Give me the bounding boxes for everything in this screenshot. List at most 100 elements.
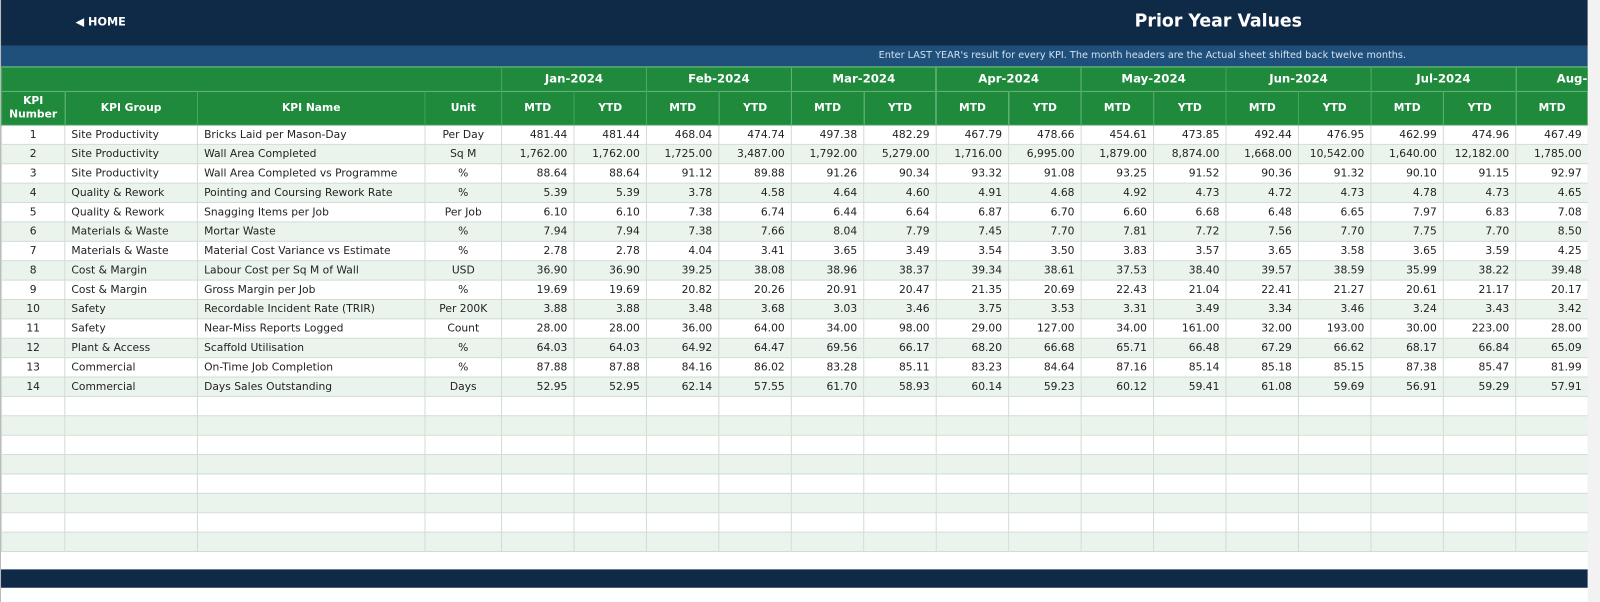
kpi-value: 20.61	[1370, 279, 1444, 300]
kpi-value: 3.43	[1442, 298, 1517, 320]
period-header: MTD	[935, 90, 1010, 126]
kpi-value: 1,762.00	[501, 143, 575, 165]
kpi-value: 6.68	[1153, 202, 1227, 223]
kpi-value: 3.31	[1080, 298, 1155, 320]
kpi-value: 3.03	[790, 298, 865, 320]
period-header: MTD	[1370, 90, 1444, 126]
empty-cell	[64, 531, 198, 553]
kpi-value: 4.91	[935, 182, 1010, 204]
kpi-group: Safety	[64, 298, 198, 320]
home-label[interactable]: HOME	[88, 15, 126, 29]
kpi-name: On-Time Job Completion	[196, 357, 426, 378]
empty-row	[1, 415, 1588, 436]
empty-cell	[1370, 512, 1444, 533]
empty-cell	[424, 512, 503, 533]
kpi-value: 28.00	[1515, 318, 1588, 339]
kpi-value: 3.88	[573, 298, 647, 320]
empty-cell	[790, 512, 865, 533]
empty-cell	[1008, 415, 1082, 436]
empty-cell	[64, 473, 198, 494]
home-button[interactable]: ◀ HOME	[75, 15, 126, 29]
kpi-value: 6.64	[863, 202, 937, 223]
empty-cell	[573, 531, 647, 553]
kpi-value: 28.00	[501, 318, 575, 339]
kpi-value: 7.45	[935, 221, 1010, 242]
empty-cell	[1297, 434, 1372, 456]
kpi-value: 4.73	[1297, 182, 1372, 204]
empty-cell	[424, 395, 503, 417]
column-header: Unit	[424, 90, 503, 126]
period-header: YTD	[718, 90, 792, 126]
kpi-value: 8.04	[790, 221, 865, 242]
empty-cell	[501, 395, 575, 417]
kpi-number: 5	[1, 202, 66, 223]
kpi-value: 68.20	[935, 337, 1010, 359]
empty-cell	[64, 454, 198, 475]
empty-cell	[1370, 395, 1444, 417]
kpi-value: 87.88	[573, 357, 647, 378]
empty-cell	[1370, 531, 1444, 553]
kpi-value: 6.65	[1297, 202, 1372, 223]
empty-cell	[1153, 473, 1227, 494]
empty-cell	[645, 434, 720, 456]
kpi-value: 3.46	[1297, 298, 1372, 320]
kpi-value: 30.00	[1370, 318, 1444, 339]
kpi-value: 69.56	[790, 337, 865, 359]
empty-cell	[718, 531, 792, 553]
kpi-number: 2	[1, 143, 66, 165]
kpi-value: 90.34	[863, 163, 937, 184]
kpi-row: 1 Site Productivity Bricks Laid per Mason-…	[1, 124, 1588, 145]
kpi-value: 64.03	[573, 337, 647, 359]
kpi-value: 98.00	[863, 318, 937, 339]
kpi-row: 10 Safety Recordable Incident Rate (TRIR) P…	[1, 298, 1588, 320]
kpi-value: 38.40	[1153, 260, 1227, 281]
empty-cell	[1008, 395, 1082, 417]
kpi-value: 7.38	[645, 202, 720, 223]
kpi-unit: %	[424, 337, 503, 359]
kpi-value: 3,487.00	[718, 143, 792, 165]
kpi-value: 3.88	[501, 298, 575, 320]
kpi-value: 88.64	[573, 163, 647, 184]
kpi-value: 20.26	[718, 279, 792, 300]
kpi-value: 3.53	[1008, 298, 1082, 320]
empty-cell	[196, 434, 426, 456]
kpi-value: 468.04	[645, 124, 720, 145]
kpi-value: 1,640.00	[1370, 143, 1444, 165]
kpi-value: 3.50	[1008, 240, 1082, 262]
kpi-value: 7.70	[1297, 221, 1372, 242]
empty-cell	[1153, 531, 1227, 553]
kpi-value: 3.48	[645, 298, 720, 320]
kpi-value: 19.69	[501, 279, 575, 300]
kpi-value: 7.70	[1442, 221, 1517, 242]
kpi-value: 7.70	[1008, 221, 1082, 242]
kpi-value: 20.17	[1515, 279, 1588, 300]
empty-cell	[718, 473, 792, 494]
kpi-value: 91.12	[645, 163, 720, 184]
empty-cell	[1442, 492, 1517, 514]
empty-cell	[1297, 454, 1372, 475]
kpi-value: 482.29	[863, 124, 937, 145]
kpi-row: 5 Quality & Rework Snagging Items per Job P…	[1, 202, 1588, 223]
kpi-value: 64.03	[501, 337, 575, 359]
month-header-row: Jan-2024 Feb-2024 Mar-2024 Apr-2024 May-2024…	[1, 66, 1588, 92]
kpi-value: 7.75	[1370, 221, 1444, 242]
empty-cell	[501, 415, 575, 436]
kpi-value: 83.23	[935, 357, 1010, 378]
kpi-value: 10,542.00	[1297, 143, 1372, 165]
empty-cell	[1153, 492, 1227, 514]
empty-cell	[573, 473, 647, 494]
empty-row	[1, 492, 1588, 514]
empty-cell	[790, 473, 865, 494]
kpi-value: 86.02	[718, 357, 792, 378]
kpi-unit: Per Day	[424, 124, 503, 145]
kpi-value: 3.65	[1370, 240, 1444, 262]
empty-cell	[64, 512, 198, 533]
empty-cell	[1008, 454, 1082, 475]
kpi-value: 21.35	[935, 279, 1010, 300]
kpi-number: 8	[1, 260, 66, 281]
kpi-value: 4.65	[1515, 182, 1588, 204]
kpi-name: Material Cost Variance vs Estimate	[196, 240, 426, 262]
kpi-table: Jan-2024 Feb-2024 Mar-2024 Apr-2024 May-2024…	[1, 66, 1588, 553]
instruction: Enter LAST YEAR's result for every KPI. …	[878, 49, 1407, 62]
